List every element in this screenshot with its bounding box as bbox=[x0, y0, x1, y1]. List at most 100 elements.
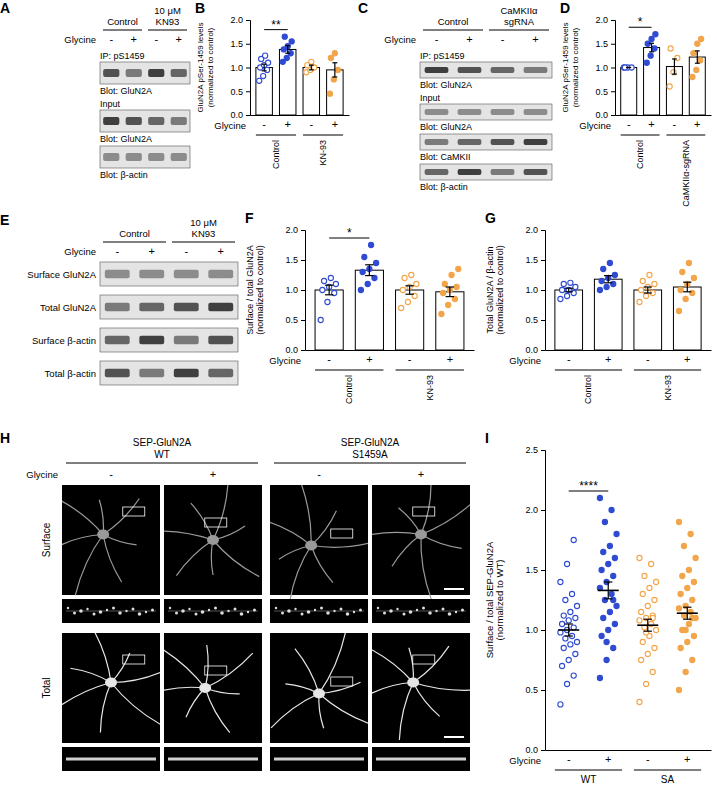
error-bar-cap bbox=[644, 631, 652, 632]
puncta bbox=[383, 612, 386, 615]
data-point bbox=[449, 272, 454, 277]
x-tick-label: + bbox=[447, 353, 453, 365]
figure: B0.00.51.01.52.0GluN2A pSer-1459 levels(… bbox=[0, 0, 717, 795]
group-line bbox=[303, 135, 343, 136]
y-tick-label: 2.0 bbox=[285, 225, 298, 235]
data-point bbox=[573, 651, 578, 656]
data-point bbox=[571, 290, 576, 295]
puncta bbox=[403, 613, 406, 616]
data-point bbox=[614, 531, 619, 536]
x-tick-label: + bbox=[648, 118, 654, 130]
puncta bbox=[461, 609, 464, 612]
y-tick-label: 1.0 bbox=[230, 63, 243, 73]
data-point bbox=[690, 615, 695, 620]
y-tick: 2.0 bbox=[285, 225, 305, 235]
data-point bbox=[399, 305, 404, 310]
error-bar-cap bbox=[565, 623, 573, 624]
data-point bbox=[694, 67, 699, 72]
group-line bbox=[274, 463, 466, 464]
y-tick-mark bbox=[541, 750, 545, 751]
data-point bbox=[574, 639, 579, 644]
blot-heading: Input bbox=[420, 93, 441, 103]
bar bbox=[689, 57, 705, 115]
dendrite bbox=[99, 500, 103, 535]
blot-band bbox=[524, 109, 548, 115]
data-point bbox=[647, 585, 652, 590]
dendrite bbox=[213, 485, 228, 540]
error-bar-stem bbox=[647, 287, 648, 293]
y-tick-mark bbox=[301, 290, 305, 291]
y-axis: 0.00.51.01.52.0 bbox=[285, 225, 305, 355]
y-tick-mark bbox=[541, 690, 545, 691]
y-tick-label: 2.5 bbox=[525, 445, 538, 455]
error-bar-stem bbox=[264, 64, 265, 71]
micrograph bbox=[372, 485, 470, 623]
y-tick-label: 0.0 bbox=[525, 745, 538, 755]
x-tick-label: - bbox=[646, 353, 650, 365]
data-point bbox=[561, 281, 566, 286]
puncta bbox=[220, 611, 224, 615]
micrograph bbox=[372, 633, 470, 771]
data-point bbox=[637, 618, 642, 623]
chart: B0.00.51.01.52.0GluN2A pSer-1459 levels(… bbox=[195, 0, 350, 169]
x-axis-line bbox=[616, 115, 712, 116]
puncta bbox=[132, 608, 135, 611]
group-label: Control bbox=[344, 375, 354, 404]
blot-band bbox=[425, 169, 449, 175]
data-point bbox=[607, 609, 612, 614]
data-point bbox=[335, 67, 340, 72]
y-tick-label: 1.5 bbox=[230, 39, 243, 49]
y-tick-label: 0.5 bbox=[230, 87, 243, 97]
lane-label: - bbox=[115, 245, 119, 257]
x-axis-title: Glycine bbox=[269, 355, 301, 366]
y-tick-label: 1.0 bbox=[525, 625, 538, 635]
puncta bbox=[428, 611, 432, 615]
group-line bbox=[103, 30, 142, 31]
blot-band bbox=[148, 69, 164, 77]
puncta bbox=[294, 608, 296, 610]
data-point bbox=[652, 46, 657, 51]
group-line bbox=[555, 770, 622, 771]
x-axis: -+-+ bbox=[546, 350, 712, 365]
blot-band bbox=[103, 153, 119, 161]
micrograph bbox=[164, 633, 262, 771]
blot-membrane bbox=[100, 146, 190, 168]
dendrite bbox=[186, 688, 205, 717]
y-tick-label: 1.5 bbox=[525, 565, 538, 575]
data-point bbox=[691, 633, 696, 638]
puncta bbox=[67, 607, 69, 609]
puncta bbox=[93, 613, 96, 616]
inset-dendrite bbox=[376, 758, 466, 761]
data-point bbox=[601, 549, 606, 554]
panel-label: C bbox=[358, 0, 368, 16]
puncta bbox=[333, 610, 335, 612]
data-point bbox=[374, 260, 379, 265]
y-tick: 0.0 bbox=[525, 745, 545, 755]
soma bbox=[305, 541, 317, 551]
dendrite bbox=[100, 683, 111, 733]
inset-strip bbox=[372, 747, 470, 771]
error-bar-cap bbox=[262, 70, 267, 71]
y-tick-mark bbox=[611, 68, 615, 69]
data-point bbox=[320, 287, 325, 292]
data-point bbox=[607, 543, 612, 548]
x-tick: - bbox=[646, 350, 650, 365]
lane-label: - bbox=[154, 33, 158, 45]
dendrite bbox=[290, 546, 311, 601]
y-tick: 1.0 bbox=[595, 63, 615, 73]
micrograph bbox=[164, 485, 262, 623]
blot-band bbox=[171, 69, 187, 77]
y-tick-label: 1.5 bbox=[525, 255, 538, 265]
bar bbox=[634, 290, 662, 350]
chart: D0.00.51.01.52.0GluN2A pSer-1459 levels(… bbox=[560, 0, 712, 207]
blot-band bbox=[491, 139, 515, 145]
blot-membrane bbox=[100, 295, 238, 319]
inset-box bbox=[123, 655, 145, 664]
data-point bbox=[325, 299, 330, 304]
blot-caption: Blot: CaMKII bbox=[420, 152, 471, 162]
dendrite bbox=[176, 540, 213, 576]
inset-box bbox=[205, 518, 227, 527]
inset-strip bbox=[164, 747, 262, 771]
y-tick: 1.5 bbox=[525, 255, 545, 265]
data-point bbox=[611, 573, 616, 578]
